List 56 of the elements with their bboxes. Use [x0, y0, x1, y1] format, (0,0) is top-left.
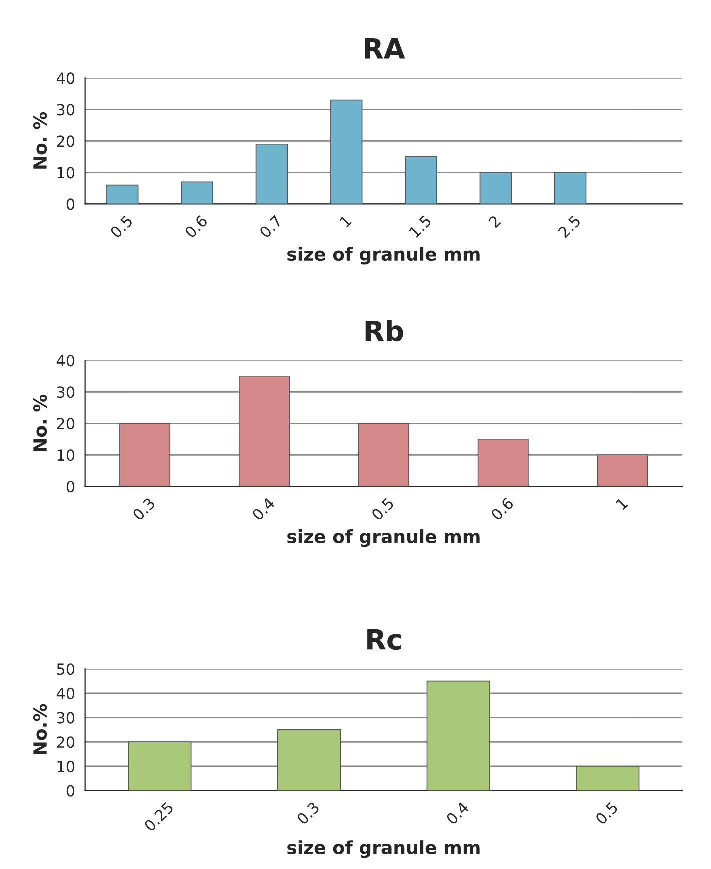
bar [256, 144, 288, 204]
x-axis-title: size of granule mm [288, 530, 480, 548]
bar [426, 680, 490, 791]
y-tick-label: 20 [57, 418, 75, 430]
bar [358, 423, 410, 487]
y-axis-title: No.% [33, 704, 48, 755]
y-tick-label: 30 [57, 104, 75, 116]
x-tick-label: 2 [488, 215, 502, 228]
x-tick-label: 0.3 [296, 802, 320, 826]
y-tick-label: 0 [66, 198, 75, 210]
y-tick-label: 30 [57, 712, 75, 724]
x-axis-title: size of granule mm [288, 840, 480, 858]
x-tick-label: 1 [339, 215, 352, 228]
y-tick-label: 10 [58, 167, 75, 179]
y-tick-label: 50 [57, 664, 75, 676]
bar [278, 730, 342, 791]
bar [480, 172, 512, 204]
bar [554, 172, 587, 204]
y-tick-label: 0 [66, 481, 75, 493]
chart-title: RA [365, 38, 406, 59]
bar [238, 376, 290, 487]
x-tick-label: 0.5 [110, 215, 134, 239]
chart-title: Rb [366, 320, 404, 342]
y-axis-title: No. % [33, 394, 48, 452]
x-tick-label: 0.4 [252, 497, 276, 522]
x-tick-label: 0.7 [259, 215, 283, 239]
bar [330, 100, 363, 204]
y-tick-label: 20 [57, 136, 75, 148]
y-axis-title: No. % [33, 112, 48, 169]
bar [128, 742, 192, 791]
x-tick-label: 2.5 [558, 215, 582, 239]
bar [120, 423, 171, 487]
y-tick-label: 10 [58, 760, 75, 772]
bar [405, 156, 438, 204]
bar [478, 438, 529, 487]
x-tick-label: 0.4 [446, 801, 470, 826]
x-tick-label: 0.5 [594, 802, 619, 826]
y-tick-label: 40 [56, 355, 75, 367]
y-tick-label: 40 [56, 72, 75, 84]
x-tick-label: 1.5 [408, 215, 432, 238]
y-tick-label: 20 [57, 736, 75, 748]
x-tick-label: 1 [616, 498, 628, 510]
chart-title: Rc [368, 629, 402, 650]
x-axis-title: size of granule mm [288, 247, 480, 265]
y-tick-label: 10 [58, 450, 75, 462]
y-tick-label: 0 [66, 785, 75, 797]
x-tick-label: 0.6 [490, 497, 514, 522]
x-tick-label: 0.6 [184, 214, 208, 239]
y-tick-label: 30 [57, 386, 75, 398]
x-tick-label: 0.5 [371, 497, 395, 522]
bar [576, 766, 640, 791]
bar [181, 182, 214, 204]
x-tick-label: 0.3 [132, 497, 156, 522]
y-tick-label: 40 [56, 688, 75, 700]
bar [106, 184, 139, 204]
bar [597, 454, 648, 487]
